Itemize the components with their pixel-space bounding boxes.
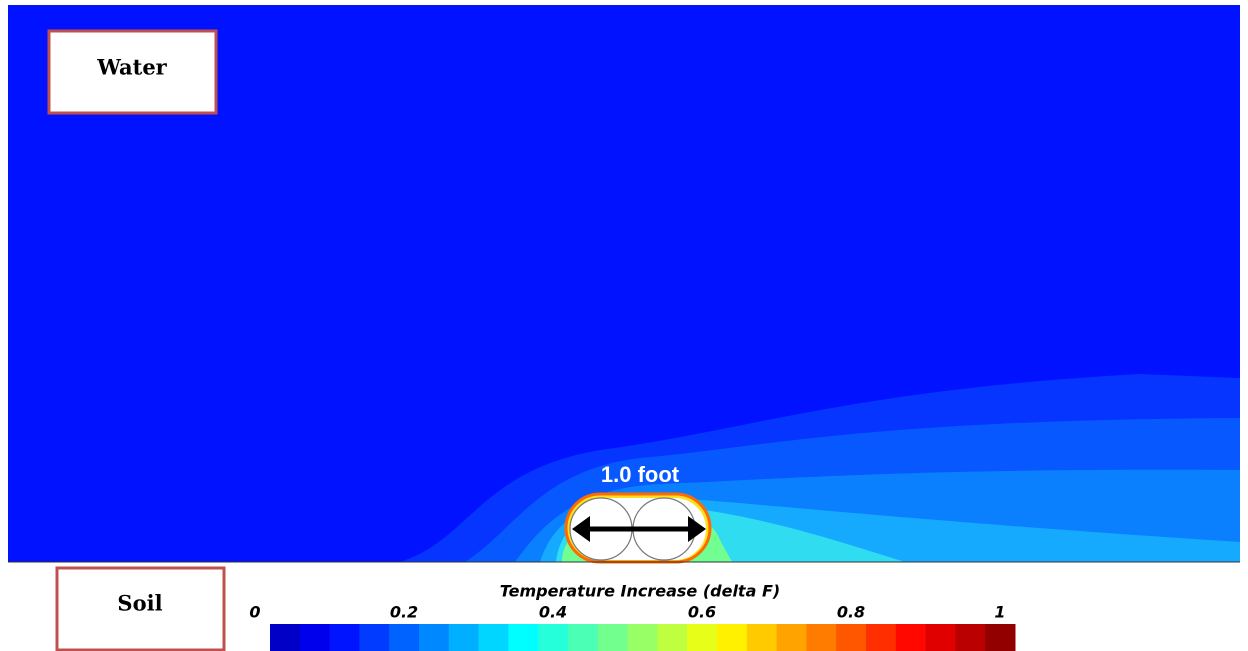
colorbar-tick-label: 0 [249, 603, 260, 622]
colorbar-block [419, 624, 449, 651]
colorbar-block [598, 624, 628, 651]
colorbar-block [866, 624, 896, 651]
colorbar-title: Temperature Increase (delta F) [500, 582, 780, 601]
colorbar-block [896, 624, 926, 651]
colorbar-block [330, 624, 360, 651]
colorbar-block [479, 624, 509, 651]
colorbar-tick-label: 0.4 [539, 603, 567, 622]
colorbar-block [836, 624, 866, 651]
colorbar-block [568, 624, 598, 651]
colorbar-block [300, 624, 330, 651]
colorbar-block [538, 624, 568, 651]
dimension-label: 1.0 foot [601, 462, 680, 487]
colorbar-block [717, 624, 747, 651]
colorbar-block [777, 624, 807, 651]
colorbar-block [628, 624, 658, 651]
colorbar-block [806, 624, 836, 651]
colorbar-block [270, 624, 300, 651]
colorbar-tick-label: 0.6 [688, 603, 716, 622]
colorbar-block [926, 624, 956, 651]
colorbar-block [657, 624, 687, 651]
colorbar-block [687, 624, 717, 651]
colorbar-block [508, 624, 538, 651]
colorbar-block [985, 624, 1015, 651]
colorbar-block [955, 624, 985, 651]
colorbar-tick-label: 0.2 [390, 603, 418, 622]
colorbar-tick-label: 0.8 [837, 603, 865, 622]
figure: 1.0 foot Water Soil Temperature Increase… [0, 0, 1248, 651]
region-label: Water [96, 55, 167, 80]
colorbar-block [389, 624, 419, 651]
colorbar-tick-label: 1 [994, 603, 1005, 622]
colorbar-block [449, 624, 479, 651]
colorbar-block [747, 624, 777, 651]
colorbar-block [359, 624, 389, 651]
region-label: Soil [117, 591, 162, 616]
